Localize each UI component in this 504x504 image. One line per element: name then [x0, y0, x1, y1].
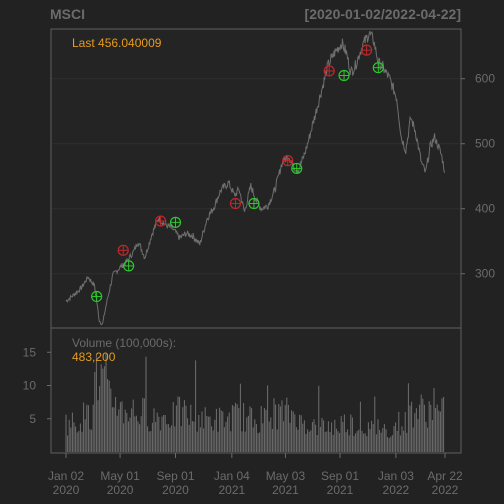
price-tick-label: 600: [475, 72, 495, 86]
x-tick-year: 2020: [107, 483, 134, 497]
x-tick-label: Jan 04: [214, 469, 250, 483]
sell-marker: [360, 44, 373, 56]
price-tick-label: 400: [475, 202, 495, 216]
last-price-label: Last 456.040009: [72, 36, 162, 50]
x-tick-label: Sep 01: [156, 469, 194, 483]
volume-last-value: 483,200: [72, 350, 116, 364]
buy-marker: [91, 290, 103, 303]
x-tick-label: Jan 02: [48, 469, 84, 483]
buy-marker: [248, 197, 260, 210]
x-tick-year: 2021: [327, 483, 354, 497]
price-tick-label: 500: [475, 137, 495, 151]
sell-marker: [282, 155, 294, 167]
x-tick-label: May 01: [100, 469, 140, 483]
x-tick-year: 2020: [53, 483, 80, 497]
price-axis-ticks: 300 400 500 600: [461, 72, 495, 281]
x-tick-year: 2021: [218, 483, 245, 497]
chart-title-right: [2020-01-02/2022-04-22]: [305, 6, 461, 22]
price-tick-label: 300: [475, 267, 495, 281]
buy-marker: [291, 162, 303, 175]
x-tick-label: Sep 01: [321, 469, 359, 483]
x-tick-label: Jan 03: [378, 469, 414, 483]
sell-marker: [323, 65, 335, 77]
x-tick-label: Apr 22: [427, 469, 463, 483]
x-tick-year: 2022: [432, 483, 459, 497]
volume-tick-label: 10: [23, 379, 37, 393]
sell-marker: [117, 244, 129, 256]
buy-marker: [123, 260, 135, 272]
signal-markers: [91, 44, 384, 303]
x-tick-year: 2021: [272, 483, 299, 497]
x-tick-year: 2020: [162, 483, 189, 497]
x-tick-year: 2022: [383, 483, 410, 497]
chart-title-left: MSCI: [50, 6, 85, 22]
volume-tick-label: 5: [29, 412, 36, 426]
sell-marker: [155, 215, 167, 227]
volume-axis-ticks: 5 10 15: [23, 345, 51, 426]
buy-marker: [372, 62, 384, 74]
buy-marker: [169, 216, 182, 228]
buy-marker: [338, 69, 350, 82]
volume-tick-label: 15: [23, 345, 37, 359]
volume-label: Volume (100,000s):: [72, 336, 176, 350]
volume-bars: [65, 353, 445, 452]
price-panel: [50, 28, 462, 329]
x-tick-label: May 03: [266, 469, 306, 483]
sell-marker: [229, 197, 242, 210]
